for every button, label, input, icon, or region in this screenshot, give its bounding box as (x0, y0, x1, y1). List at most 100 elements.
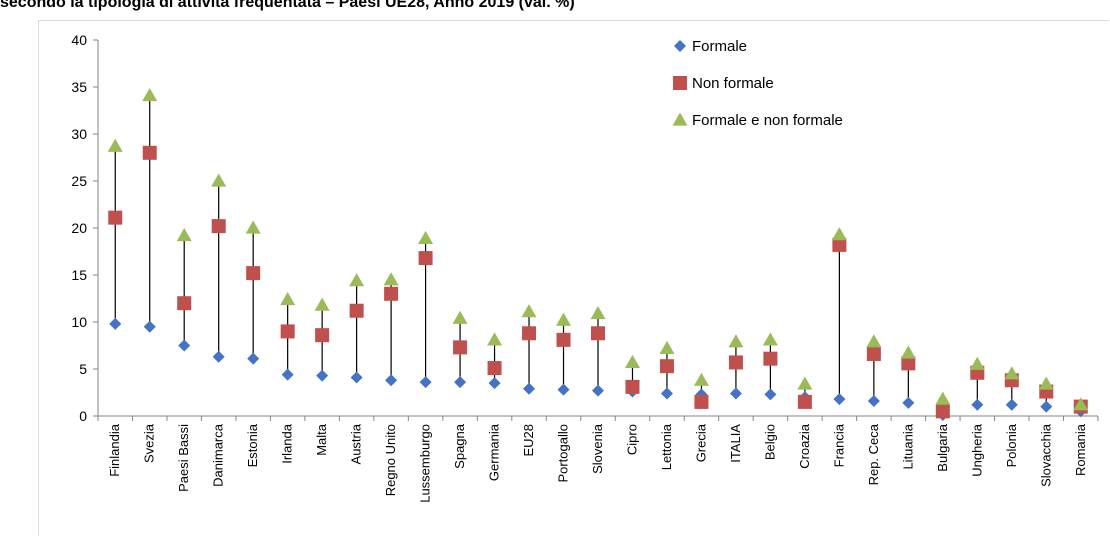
non-formale-marker (453, 340, 468, 355)
non-formale-marker (832, 237, 847, 252)
legend: Formale Non formale Formale e non formale (672, 38, 843, 129)
x-category-label: Germania (487, 423, 502, 481)
x-category-label: Spagna (452, 423, 467, 469)
formale-e-non-formale-marker (590, 306, 606, 320)
formale-e-non-formale-marker (521, 304, 537, 318)
x-category-label: EU28 (521, 424, 536, 457)
x-category-label: ITALIA (728, 424, 743, 463)
non-formale-marker (142, 145, 157, 160)
formale-e-non-formale-marker (176, 228, 192, 242)
y-tick-label: 10 (71, 314, 87, 330)
x-category-label: Paesi Bassi (176, 424, 191, 492)
non-formale-marker (211, 219, 226, 234)
x-category-label: Romania (1073, 423, 1088, 476)
formale-marker (592, 384, 604, 397)
non-formale-marker (177, 296, 192, 311)
y-tick-label: 35 (71, 79, 87, 95)
formale-e-non-formale-marker (280, 291, 296, 306)
formale-marker (281, 368, 294, 381)
formale-marker (764, 388, 777, 401)
x-category-label: Lussemburgo (418, 424, 433, 503)
formale-e-non-formale-marker (624, 354, 640, 369)
formale-marker (833, 393, 846, 406)
formale-marker (212, 350, 225, 363)
formale-e-non-formale-marker (107, 138, 123, 152)
non-formale-marker (935, 404, 950, 419)
formale-e-non-formale-marker (900, 345, 916, 359)
y-tick-label: 0 (79, 408, 87, 424)
formale-marker (971, 398, 984, 411)
x-category-label: Grecia (693, 423, 708, 462)
formale-marker (902, 396, 915, 409)
legend-label: Formale e non formale (692, 112, 843, 129)
x-category-label: Svezia (142, 423, 157, 463)
formale-e-non-formale-marker (935, 391, 951, 405)
legend-marker (672, 112, 688, 126)
x-category-label: Lituania (900, 423, 915, 469)
formale-marker (660, 387, 673, 400)
formale-e-non-formale-marker (211, 173, 227, 187)
non-formale-marker (625, 379, 640, 394)
non-formale-marker (246, 266, 261, 281)
page-title: secondo la tipologia di attività frequen… (0, 0, 575, 11)
x-category-label: Regno Unito (383, 424, 398, 496)
formale-marker (316, 369, 329, 382)
formale-e-non-formale-marker (797, 376, 813, 390)
legend-label: Non formale (692, 75, 774, 92)
y-axis: 0 5 10 15 20 25 30 35 40 (71, 32, 99, 424)
formale-marker (557, 383, 570, 396)
formale-e-non-formale-marker (142, 87, 158, 102)
data-markers (107, 87, 1089, 422)
non-formale-marker (487, 361, 502, 376)
non-formale-marker (384, 286, 399, 301)
chart-frame (38, 20, 1109, 536)
formale-marker (109, 317, 122, 330)
non-formale-marker (694, 394, 709, 409)
formale-e-non-formale-marker (1038, 376, 1054, 390)
x-category-label: Malta (314, 423, 329, 456)
non-formale-marker (797, 394, 812, 409)
non-formale-marker (108, 210, 123, 225)
formale-marker (1005, 398, 1018, 411)
formale-e-non-formale-marker (245, 220, 261, 234)
non-formale-marker (763, 351, 778, 366)
non-formale-marker (280, 324, 295, 339)
formale-e-non-formale-marker (693, 372, 709, 386)
formale-e-non-formale-marker (1073, 397, 1089, 411)
formale-marker (419, 376, 432, 389)
formale-marker (178, 339, 191, 352)
y-tick-label: 5 (79, 361, 87, 377)
formale-marker (867, 394, 880, 407)
x-category-label: Lettonia (659, 423, 674, 470)
formale-e-non-formale-marker (1004, 366, 1020, 380)
x-category-label: Danimarca (211, 423, 226, 487)
non-formale-marker (901, 356, 916, 371)
formale-e-non-formale-marker (349, 273, 365, 287)
formale-marker (523, 382, 536, 395)
y-tick-label: 25 (71, 173, 87, 189)
non-formale-marker (728, 355, 743, 370)
formale-e-non-formale-marker (556, 312, 572, 326)
formale-e-non-formale-marker (314, 297, 330, 311)
non-formale-marker (315, 328, 330, 343)
x-category-label: Portogallo (556, 424, 571, 483)
non-formale-marker (866, 346, 881, 361)
formale-e-non-formale-marker (969, 356, 985, 370)
formale-e-non-formale-marker (452, 310, 468, 324)
y-tick-label: 40 (71, 32, 87, 48)
formale-marker (143, 320, 156, 333)
non-formale-marker (556, 332, 571, 347)
x-category-label: Austria (349, 423, 364, 464)
x-category-label: Slovenia (590, 423, 605, 474)
formale-e-non-formale-marker (418, 230, 434, 244)
formale-marker (729, 387, 742, 400)
x-axis: Finlandia Svezia Paesi Bassi Danimarca Eston… (97, 415, 1099, 503)
formale-marker (385, 374, 398, 387)
x-category-label: Ungheria (969, 423, 984, 477)
x-category-label: Polonia (1004, 423, 1019, 467)
formale-e-non-formale-marker (728, 334, 744, 348)
non-formale-marker (418, 251, 433, 266)
non-formale-marker (349, 303, 364, 318)
x-category-label: Bulgaria (935, 423, 950, 471)
